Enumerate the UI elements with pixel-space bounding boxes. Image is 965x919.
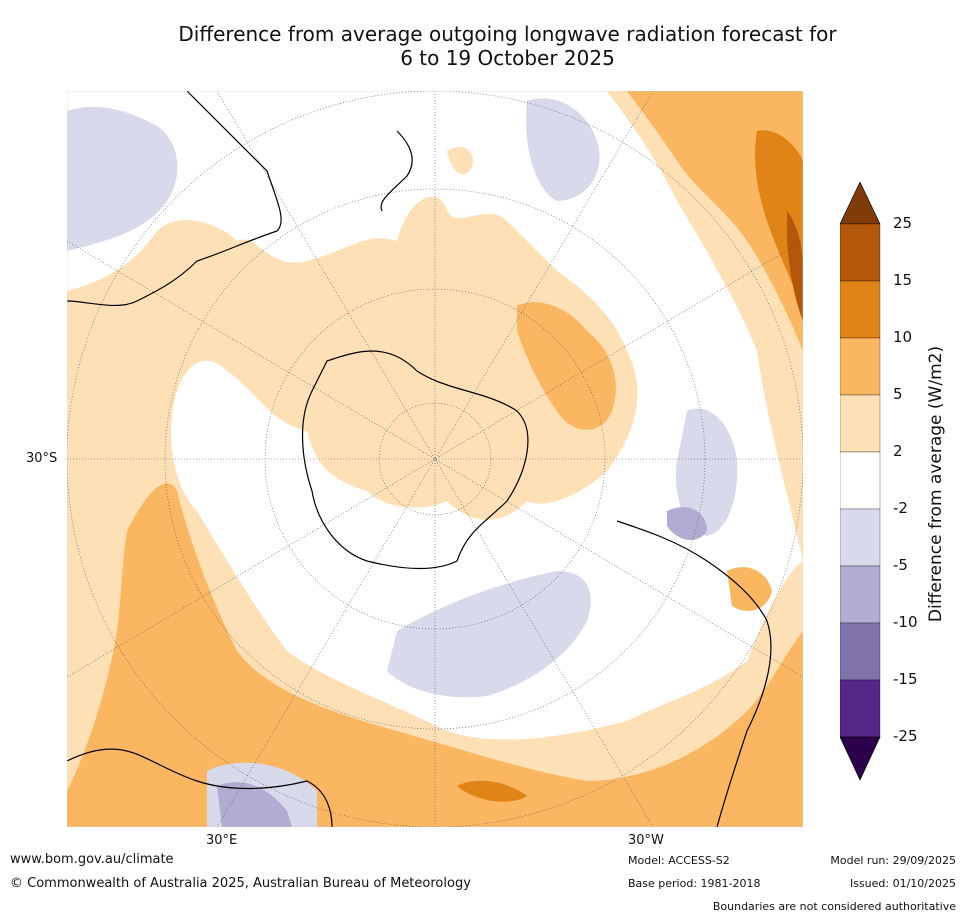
colorbar-tick-10: 10: [893, 328, 913, 346]
colorbar-title-text: Difference from average (W/m2): [926, 345, 946, 623]
colorbar-swatch-15-25: [840, 223, 881, 282]
anomaly-region-neg-5-10: [667, 507, 707, 541]
colorbar-tick-neg-2: -2: [893, 499, 908, 517]
anomaly-region-neg-2-5: [67, 106, 178, 251]
anomaly-region-pos-2-5: [447, 146, 473, 175]
anomaly-region-pos-15-25: [787, 211, 803, 321]
model-name: Model: ACCESS-S2: [628, 854, 730, 867]
australia-coastline: [67, 91, 282, 307]
model-run-date: Model run: 29/09/2025: [830, 854, 956, 867]
copyright-text: © Commonwealth of Australia 2025, Austra…: [10, 876, 471, 891]
colorbar-tick-neg-25: -25: [893, 727, 918, 745]
lat-label-30s: 30°S: [26, 451, 58, 466]
website-link[interactable]: www.bom.gov.au/climate: [10, 852, 174, 867]
colorbar-swatch-neg-2-5: [840, 508, 881, 567]
anomaly-region-neg-5-10: [217, 782, 292, 827]
colorbar-swatch-neutral: [840, 451, 881, 510]
issued-date: Issued: 01/10/2025: [849, 877, 956, 890]
colorbar-swatch-5-10: [840, 337, 881, 396]
colorbar-swatch-neg-5-10: [840, 565, 881, 624]
anomaly-region-pos-5-10: [67, 483, 803, 827]
anomaly-region-neg-2-5: [387, 571, 591, 698]
colorbar-tick-25: 25: [893, 214, 913, 232]
graticule: [67, 91, 803, 827]
anomaly-region-pos-10-15: [457, 780, 527, 802]
lon-label-30e: 30°E: [206, 833, 238, 848]
polar-anomaly-map: [67, 91, 803, 827]
coastlines: [67, 91, 772, 827]
colorbar-over-arrow: [840, 182, 881, 225]
colorbar-tick-neg-10: -10: [893, 613, 918, 631]
colorbar-swatch-2-5: [840, 394, 881, 453]
anomaly-region-pos-5-10: [517, 302, 616, 430]
map-title: Difference from average outgoing longwav…: [60, 22, 955, 70]
antarctica-coastline: [301, 350, 529, 570]
colorbar-swatch-neg-15-25: [840, 679, 881, 738]
anomaly-region-neg-2-5: [676, 408, 738, 536]
colorbar-under-arrow: [840, 736, 881, 781]
colorbar-tick-neg-15: -15: [893, 670, 918, 688]
colorbar-tick-15: 15: [893, 271, 913, 289]
lon-label-30w: 30°W: [628, 833, 664, 848]
title-line-2: 6 to 19 October 2025: [400, 46, 615, 70]
colorbar: [840, 182, 881, 781]
colorbar-tick-5: 5: [893, 385, 903, 403]
colorbar-swatch-10-15: [840, 280, 881, 339]
colorbar-swatch-neg-10-15: [840, 622, 881, 681]
anomaly-region-neg-2-5: [526, 98, 600, 201]
base-period: Base period: 1981-2018: [628, 877, 761, 890]
boundaries-disclaimer: Boundaries are not considered authoritat…: [712, 900, 956, 913]
colorbar-tick-2: 2: [893, 442, 903, 460]
colorbar-tick-neg-5: -5: [893, 556, 908, 574]
anomaly-region-pos-5-10: [727, 567, 772, 611]
new-zealand-coastline: [380, 130, 413, 212]
south-america-coastline: [616, 520, 772, 827]
africa-coastline: [67, 748, 333, 827]
title-line-1: Difference from average outgoing longwav…: [178, 22, 837, 46]
